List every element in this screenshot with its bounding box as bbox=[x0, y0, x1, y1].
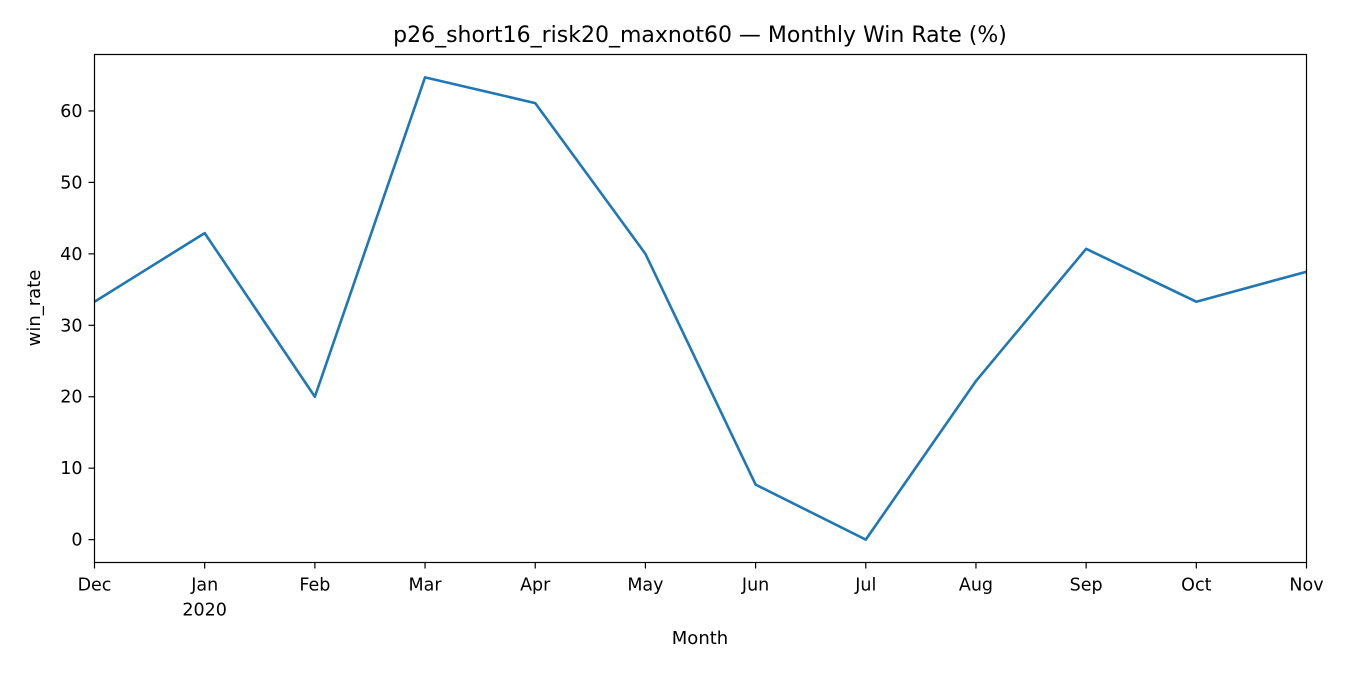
x-tick-label: Dec bbox=[78, 576, 112, 596]
series-line-0 bbox=[93, 76, 1307, 541]
x-tick-label: Apr bbox=[520, 576, 551, 596]
x-tick-label: Jul bbox=[854, 576, 876, 596]
y-tick-label: 60 bbox=[60, 102, 82, 122]
x-axis-label: Month bbox=[672, 628, 728, 649]
x-tick-label: May bbox=[627, 576, 663, 596]
y-tick-label: 0 bbox=[71, 531, 82, 551]
x-axis: Dec Jan 2020 Feb Mar Apr May Jun Jul Aug Sep Oct Nov bbox=[78, 562, 1324, 621]
x-tick-label: Oct bbox=[1181, 576, 1211, 596]
chart-title: p26_short16_risk20_maxnot60 — Monthly Wi… bbox=[393, 23, 1007, 48]
x-tick-label: Sep bbox=[1070, 576, 1103, 596]
y-tick-label: 50 bbox=[60, 173, 82, 193]
x-tick-label: Aug bbox=[959, 576, 993, 596]
y-tick-label: 20 bbox=[60, 388, 82, 408]
x-tick-label: Jan bbox=[190, 576, 218, 596]
y-tick-label: 30 bbox=[60, 316, 82, 336]
y-axis-label: win_rate bbox=[24, 270, 45, 347]
x-tick-label: Jun bbox=[741, 576, 769, 596]
y-tick-label: 40 bbox=[60, 245, 82, 265]
y-axis: 0 10 20 30 40 50 60 bbox=[60, 102, 95, 551]
plot-frame bbox=[93, 53, 1308, 564]
x-tick-label: Feb bbox=[299, 576, 330, 596]
x-tick-label: Mar bbox=[409, 576, 443, 596]
plot-area bbox=[93, 76, 1307, 541]
y-tick-label: 10 bbox=[60, 459, 82, 479]
x-tick-sublabel: 2020 bbox=[182, 601, 227, 621]
x-tick-label: Nov bbox=[1289, 576, 1323, 596]
